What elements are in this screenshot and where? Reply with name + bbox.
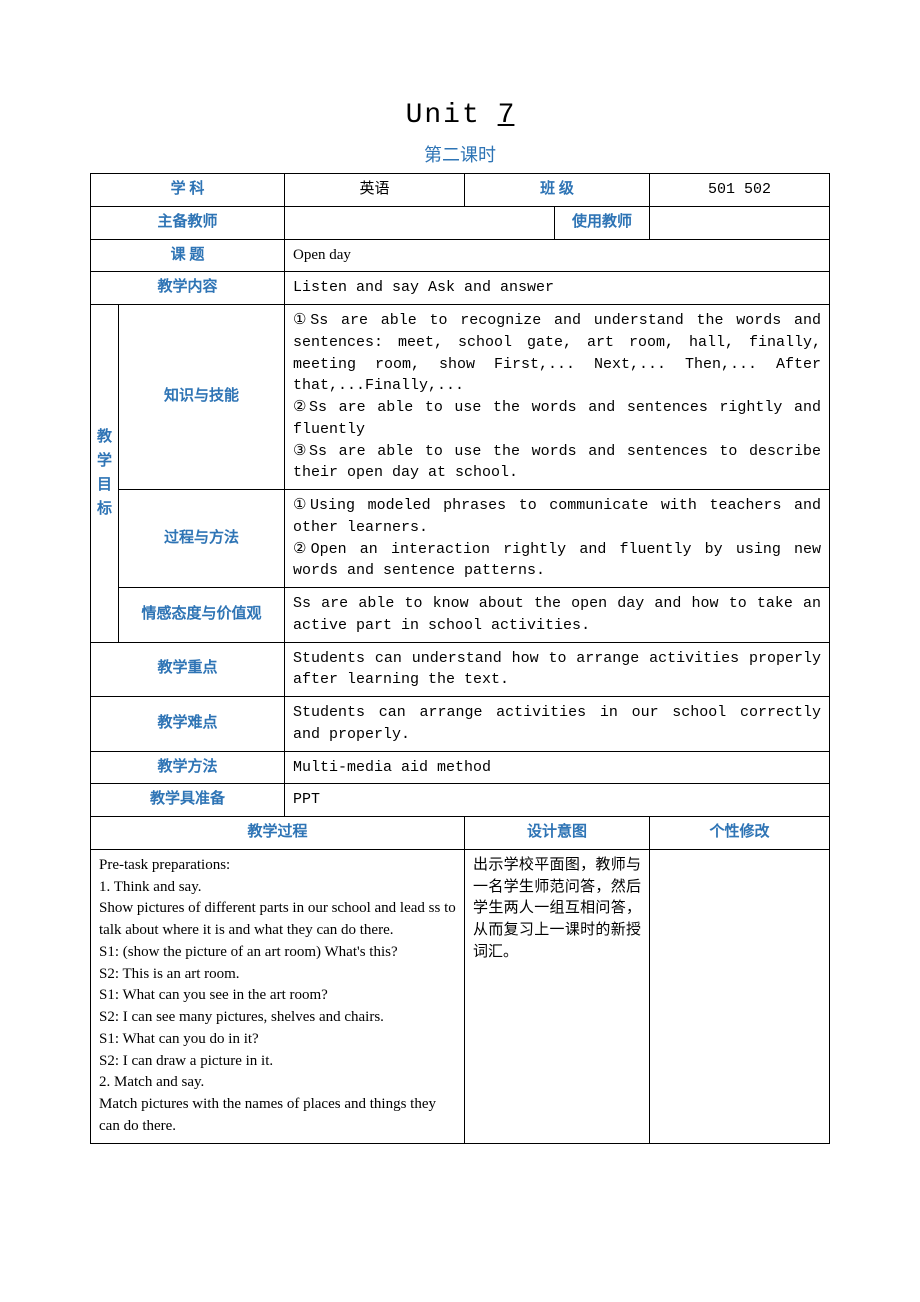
table-row: 主备教师 使用教师: [91, 206, 830, 239]
attitude-label: 情感态度与价值观: [119, 588, 285, 643]
method-label: 教学方法: [91, 751, 285, 784]
topic-value: Open day: [285, 239, 830, 272]
main-teacher-label: 主备教师: [91, 206, 285, 239]
procedure-value: Pre-task preparations: 1. Think and say.…: [91, 849, 465, 1143]
table-row: 课 题 Open day: [91, 239, 830, 272]
use-teacher-value: [650, 206, 830, 239]
difficulty-label: 教学难点: [91, 697, 285, 752]
keypoint-value: Students can understand how to arrange a…: [285, 642, 830, 697]
modify-label: 个性修改: [650, 817, 830, 850]
keypoint-label: 教学重点: [91, 642, 285, 697]
table-row: 教学过程 设计意图 个性修改: [91, 817, 830, 850]
difficulty-value: Students can arrange activities in our s…: [285, 697, 830, 752]
class-value: 501 502: [650, 174, 830, 207]
lesson-plan-table: 学 科 英语 班 级 501 502 主备教师 使用教师 课 题 Open da…: [90, 173, 830, 1144]
table-row: 教学重点 Students can understand how to arra…: [91, 642, 830, 697]
main-teacher-value: [285, 206, 555, 239]
page-subtitle: 第二课时: [90, 141, 830, 167]
title-unit: Unit: [406, 100, 481, 131]
page-title: Unit 7: [90, 100, 830, 131]
table-row: 教学具准备 PPT: [91, 784, 830, 817]
attitude-value: Ss are able to know about the open day a…: [285, 588, 830, 643]
subject-value: 英语: [285, 174, 465, 207]
knowledge-value: ①Ss are able to recognize and understand…: [285, 305, 830, 490]
table-row: 教学内容 Listen and say Ask and answer: [91, 272, 830, 305]
table-row: 学 科 英语 班 级 501 502: [91, 174, 830, 207]
goal-label: 教学目标: [91, 305, 119, 643]
title-num: 7: [498, 100, 515, 131]
subject-label: 学 科: [91, 174, 285, 207]
process-label: 过程与方法: [119, 490, 285, 588]
table-row: 教学难点 Students can arrange activities in …: [91, 697, 830, 752]
content-value: Listen and say Ask and answer: [285, 272, 830, 305]
topic-label: 课 题: [91, 239, 285, 272]
prepare-value: PPT: [285, 784, 830, 817]
use-teacher-label: 使用教师: [555, 206, 650, 239]
process-value: ①Using modeled phrases to communicate wi…: [285, 490, 830, 588]
table-row: Pre-task preparations: 1. Think and say.…: [91, 849, 830, 1143]
procedure-label: 教学过程: [91, 817, 465, 850]
class-label: 班 级: [465, 174, 650, 207]
table-row: 教学目标 知识与技能 ①Ss are able to recognize and…: [91, 305, 830, 490]
design-value: 出示学校平面图，教师与一名学生师范问答，然后学生两人一组互相问答，从而复习上一课…: [465, 849, 650, 1143]
method-value: Multi-media aid method: [285, 751, 830, 784]
table-row: 过程与方法 ①Using modeled phrases to communic…: [91, 490, 830, 588]
table-row: 教学方法 Multi-media aid method: [91, 751, 830, 784]
knowledge-label: 知识与技能: [119, 305, 285, 490]
table-row: 情感态度与价值观 Ss are able to know about the o…: [91, 588, 830, 643]
content-label: 教学内容: [91, 272, 285, 305]
prepare-label: 教学具准备: [91, 784, 285, 817]
design-label: 设计意图: [465, 817, 650, 850]
modify-value: [650, 849, 830, 1143]
